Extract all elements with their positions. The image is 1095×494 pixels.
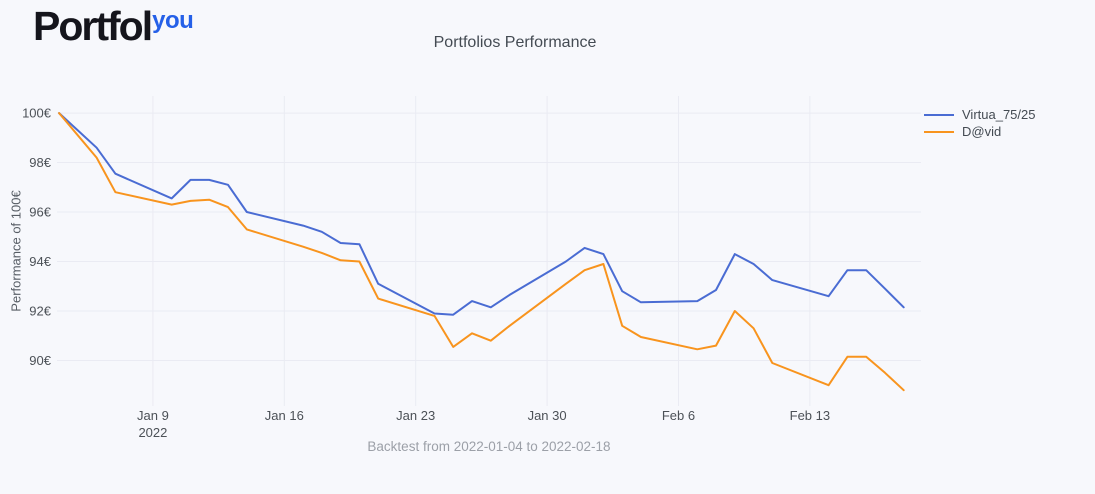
logo-text: Portfol (33, 3, 153, 49)
series-line-d-vid[interactable] (58, 112, 905, 392)
x-tick-label: Jan 30 (528, 408, 567, 423)
legend: Virtua_75/25 D@vid (924, 106, 1036, 140)
x-tick-sublabel: 2022 (138, 425, 167, 440)
chart-title: Portfolios Performance (433, 34, 597, 51)
y-tick-label: 94€ (29, 254, 51, 269)
legend-label-david: D@vid (962, 124, 1002, 139)
x-tick-label: Jan 9 (137, 408, 169, 423)
y-tick-label: 100€ (22, 106, 52, 121)
x-tick-label: Feb 6 (662, 408, 695, 423)
logo: Portfol you (33, 3, 194, 49)
y-tick-label: 92€ (29, 303, 51, 318)
logo-suffix-text: you (152, 7, 194, 34)
y-axis-title: Performance of 100€ (8, 190, 24, 312)
legend-label-virtua: Virtua_75/25 (962, 107, 1036, 122)
legend-item-virtua[interactable]: Virtua_75/25 (924, 106, 1036, 123)
x-tick-label: Feb 13 (790, 408, 830, 423)
legend-line-swatch-david (924, 130, 954, 133)
legend-item-david[interactable]: D@vid (924, 123, 1036, 140)
y-tick-label: 96€ (29, 205, 51, 220)
x-axis-caption: Backtest from 2022-01-04 to 2022-02-18 (367, 439, 611, 454)
legend-line-swatch-virtua (924, 113, 954, 116)
x-tick-label: Jan 16 (265, 408, 304, 423)
x-tick-label: Jan 23 (396, 408, 435, 423)
y-tick-label: 98€ (29, 155, 51, 170)
y-tick-label: 90€ (29, 353, 51, 368)
series-line-virtua-75-25[interactable] (58, 112, 905, 316)
